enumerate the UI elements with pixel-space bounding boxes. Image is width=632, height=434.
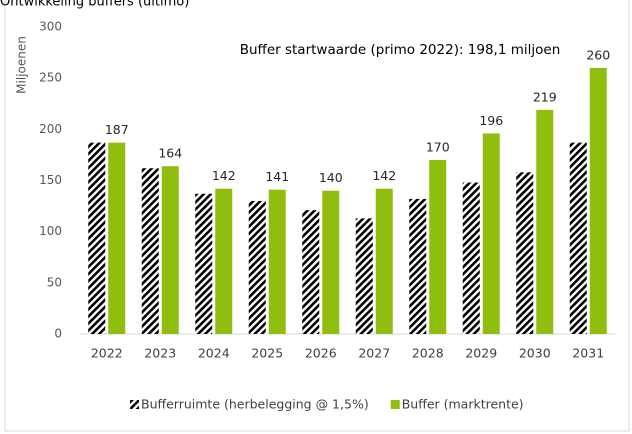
data-label: 260	[586, 47, 610, 62]
legend-label: Bufferruimte (herbelegging @ 1,5%)	[141, 397, 369, 412]
bar	[536, 109, 554, 334]
bar	[589, 67, 607, 334]
bar	[302, 210, 320, 334]
x-tick-label: 2030	[519, 346, 551, 361]
legend-swatch	[130, 400, 139, 409]
data-label: 141	[265, 169, 289, 184]
chart-title: Ontwikkeling buffers (ultimo)	[0, 0, 189, 10]
x-tick-label: 2027	[358, 346, 390, 361]
bar	[195, 193, 213, 334]
bar	[88, 142, 106, 334]
bar	[569, 142, 587, 334]
y-tick-label: 250	[39, 71, 62, 85]
bar	[429, 160, 447, 334]
bar	[215, 188, 233, 334]
bar	[108, 142, 126, 334]
bar	[161, 166, 179, 334]
bar	[409, 198, 427, 334]
data-label: 170	[426, 140, 450, 155]
data-label: 187	[105, 122, 129, 137]
x-tick-label: 2026	[305, 346, 337, 361]
y-tick-label: 100	[39, 224, 62, 238]
bar	[482, 133, 500, 334]
y-tick-label: 50	[47, 275, 62, 289]
data-label: 164	[158, 146, 182, 161]
bar	[462, 182, 480, 334]
y-tick-label: 0	[54, 327, 62, 341]
x-tick-label: 2025	[251, 346, 283, 361]
y-tick-label: 300	[39, 20, 62, 34]
data-label: 142	[212, 168, 236, 183]
x-tick-label: 2023	[144, 346, 176, 361]
bar	[268, 189, 286, 334]
legend-label: Buffer (marktrente)	[402, 397, 524, 412]
x-tick-label: 2024	[198, 346, 230, 361]
chart-border	[4, 0, 630, 432]
y-tick-label: 200	[39, 122, 62, 136]
bar	[248, 200, 266, 334]
bar	[516, 172, 534, 334]
data-label: 140	[319, 170, 343, 185]
x-tick-label: 2031	[572, 346, 604, 361]
bar	[375, 188, 393, 334]
y-tick-label: 150	[39, 173, 62, 187]
bar	[322, 190, 340, 334]
x-tick-label: 2022	[91, 346, 123, 361]
data-label: 142	[372, 168, 396, 183]
data-label: 219	[533, 89, 557, 104]
bar	[141, 168, 159, 334]
y-axis-label: Miljoenen	[15, 36, 29, 94]
x-tick-label: 2029	[465, 346, 497, 361]
legend-swatch	[390, 400, 400, 409]
data-label: 196	[479, 113, 503, 128]
annotation: Buffer startwaarde (primo 2022): 198,1 m…	[240, 42, 561, 58]
x-tick-label: 2028	[412, 346, 444, 361]
bar	[355, 218, 373, 334]
